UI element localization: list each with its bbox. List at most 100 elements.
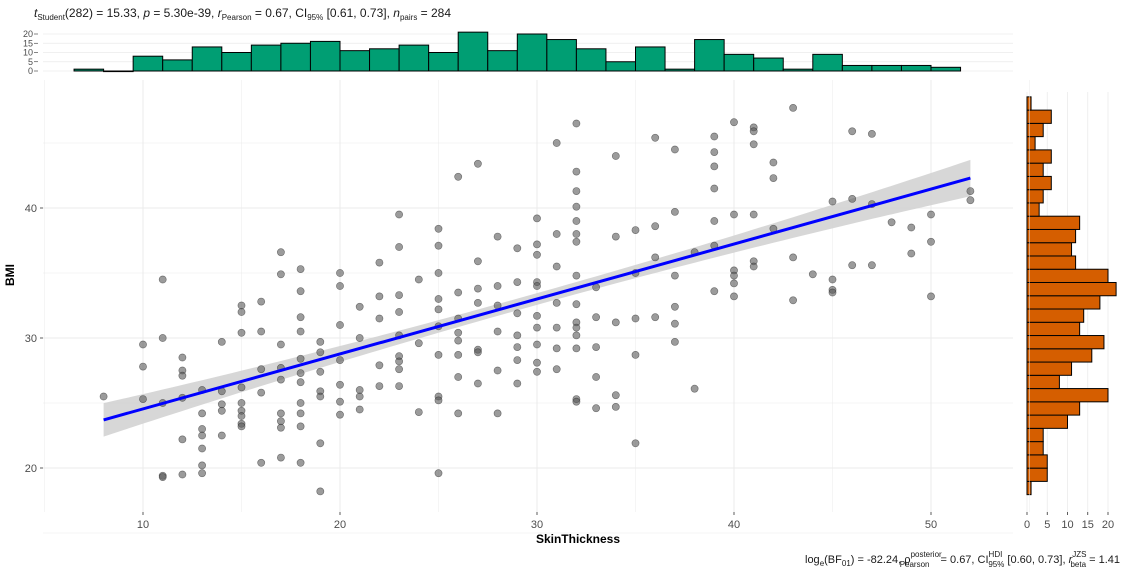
data-point	[651, 133, 660, 142]
data-point	[611, 391, 620, 400]
top-hist-bar	[221, 52, 252, 72]
data-point	[631, 314, 640, 323]
data-point	[572, 119, 581, 128]
data-point	[710, 184, 719, 193]
data-point	[237, 399, 246, 407]
data-point	[533, 311, 541, 320]
data-point	[552, 323, 561, 332]
top-hist-bar	[635, 46, 666, 72]
right-hist-tick-label: 5	[1044, 519, 1050, 531]
data-point	[178, 435, 187, 444]
data-point	[355, 334, 364, 342]
data-point	[158, 275, 167, 284]
data-point	[434, 224, 443, 233]
data-point	[434, 396, 443, 405]
data-point	[454, 373, 463, 381]
top-hist-bar	[250, 44, 282, 72]
data-point	[848, 261, 857, 270]
top-hist-bar	[428, 52, 459, 72]
bayes-caption: loge(BF01) = -82.24, ρposterior Pearson =…	[805, 550, 1120, 569]
x-tick-label: 10	[137, 519, 149, 531]
data-point	[592, 343, 600, 351]
data-point	[375, 382, 384, 390]
data-point	[296, 458, 305, 467]
top-hist-tick-label: 15	[23, 38, 33, 48]
data-point	[454, 328, 463, 337]
data-point	[355, 405, 364, 414]
y-axis-title: BMI	[3, 264, 17, 286]
data-point	[789, 296, 797, 305]
top-hist-bar	[664, 68, 696, 72]
top-hist-tick-label: 0	[28, 66, 33, 76]
top-hist-bar	[723, 53, 755, 72]
data-point	[808, 270, 817, 279]
right-hist-bar	[1026, 295, 1101, 310]
right-hist-bar	[1026, 268, 1109, 283]
data-point	[178, 470, 187, 479]
data-point	[513, 331, 522, 340]
data-point	[257, 365, 266, 374]
data-point	[316, 337, 325, 346]
chart-subtitle: tStudent(282) = 15.33, p = 5.30e-39, rPe…	[34, 6, 451, 22]
data-point	[395, 291, 403, 299]
data-point	[237, 328, 246, 337]
data-point	[434, 469, 443, 478]
data-point	[493, 282, 502, 290]
data-point	[296, 313, 305, 322]
right-hist-bar	[1026, 175, 1052, 191]
data-point	[789, 104, 797, 112]
data-point	[533, 367, 541, 376]
right-hist-bar	[1026, 149, 1052, 164]
top-hist-bar	[132, 55, 164, 72]
top-hist-bar	[546, 39, 577, 72]
data-point	[296, 327, 305, 336]
right-hist-bar	[1026, 242, 1073, 257]
data-point	[927, 292, 935, 301]
scatter-plot-panel: 10 20 30 40 50 20 30 40	[25, 80, 1030, 534]
data-point	[552, 230, 561, 238]
data-point	[671, 145, 679, 154]
right-hist-bar	[1026, 335, 1105, 350]
data-point	[296, 265, 305, 273]
data-point	[592, 404, 600, 413]
data-point	[592, 283, 600, 292]
data-point	[434, 241, 443, 250]
data-point	[533, 282, 541, 290]
data-point	[276, 270, 285, 279]
data-point	[198, 444, 206, 453]
y-tick-label: 40	[25, 203, 37, 215]
data-point	[198, 431, 206, 440]
data-point	[139, 340, 147, 349]
data-point	[611, 152, 620, 160]
data-point	[848, 194, 857, 203]
data-point	[375, 292, 384, 301]
data-point	[631, 439, 640, 448]
data-point	[611, 402, 620, 411]
data-point	[276, 409, 285, 418]
data-point	[375, 314, 384, 323]
data-point	[316, 367, 325, 376]
data-point	[552, 262, 561, 271]
top-hist-bar	[280, 42, 311, 72]
top-hist-bar	[575, 48, 607, 72]
data-point	[868, 261, 876, 270]
right-hist-bar	[1026, 388, 1109, 403]
data-point	[336, 356, 344, 364]
data-point	[296, 287, 305, 296]
x-tick-label: 50	[925, 519, 937, 531]
data-point	[552, 344, 561, 353]
data-point	[533, 358, 541, 367]
top-hist-bar	[900, 64, 932, 72]
data-point	[513, 244, 522, 253]
data-point	[158, 473, 167, 481]
data-point	[572, 230, 581, 238]
data-point	[454, 409, 463, 418]
data-point	[434, 269, 443, 277]
data-point	[296, 399, 305, 407]
right-hist-bar	[1026, 255, 1077, 270]
right-hist-bar	[1026, 348, 1093, 363]
right-hist-tick-label: 20	[1102, 519, 1114, 531]
top-hist-bar	[487, 50, 518, 72]
right-hist-bar	[1026, 308, 1085, 323]
data-point	[454, 350, 463, 359]
